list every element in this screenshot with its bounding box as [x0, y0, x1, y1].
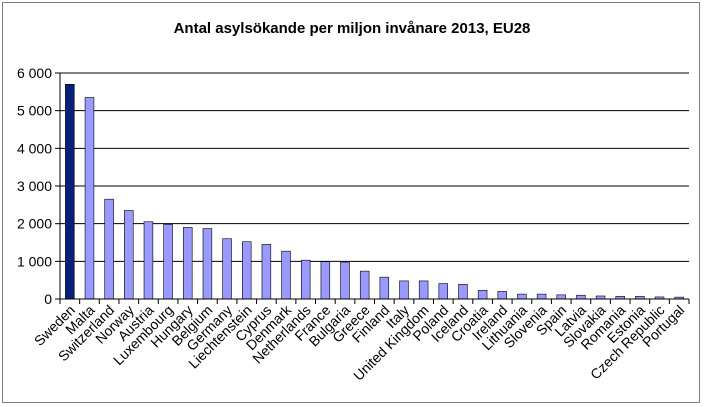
y-tick-label: 5 000 [17, 103, 52, 119]
y-tick-label: 2 000 [17, 216, 52, 232]
bar-denmark [281, 250, 291, 300]
bar-sweden [65, 84, 75, 300]
bar-poland [438, 283, 449, 300]
bar-bulgaria [340, 261, 350, 300]
y-tick-label: 0 [44, 291, 52, 307]
chart-frame [2, 2, 700, 403]
bar-malta [84, 97, 95, 300]
bar-spain [556, 294, 566, 300]
chart-title: Antal asylsökande per miljon invånare 20… [174, 20, 531, 37]
bar-liechtenstein [242, 241, 252, 300]
bar-ireland [497, 291, 507, 300]
bar-netherlands [300, 259, 311, 300]
y-tick-label: 6 000 [17, 65, 52, 81]
gridlines [60, 72, 689, 262]
bar-switzerland [104, 198, 114, 300]
bar-lithuania [517, 293, 527, 300]
bar-belgium [202, 228, 213, 300]
bar-finland [379, 276, 390, 300]
bar-iceland [458, 284, 468, 300]
bar-austria [143, 221, 154, 300]
bar-croatia [477, 290, 488, 300]
bar-germany [222, 238, 232, 300]
y-axis-ticks: 0 1 000 2 000 3 000 4 000 5 000 6 000 [17, 65, 60, 307]
bar-france [320, 261, 331, 300]
bars [65, 84, 684, 300]
bar-slovenia [536, 293, 547, 300]
bar-italy [399, 280, 409, 300]
y-tick-label: 1 000 [17, 253, 52, 269]
bar-united-kingdom [418, 280, 429, 300]
bar-norway [124, 210, 134, 300]
x-axis-ticks: SwedenMaltaSwitzerlandNorwayAustriaLuxem… [31, 299, 690, 384]
y-tick-label: 3 000 [17, 178, 52, 194]
bar-greece [359, 270, 370, 300]
y-tick-label: 4 000 [17, 140, 52, 156]
bar-latvia [576, 294, 586, 300]
bar-luxembourg [163, 224, 173, 300]
bar-hungary [183, 227, 193, 300]
bar-cyprus [261, 244, 272, 300]
